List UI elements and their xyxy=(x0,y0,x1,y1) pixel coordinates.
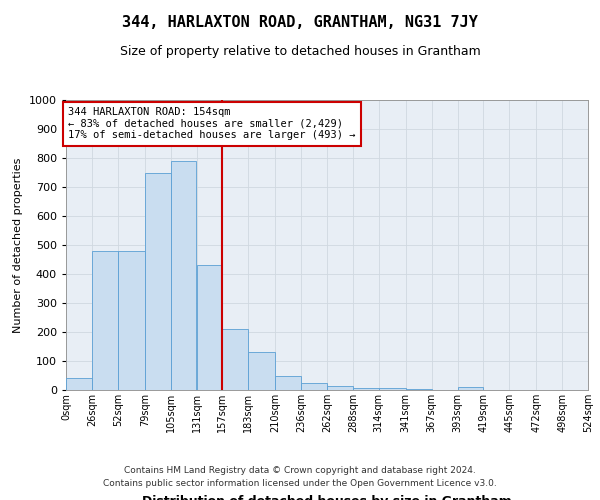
Bar xyxy=(248,352,275,390)
Bar xyxy=(327,386,353,390)
Bar xyxy=(92,251,118,390)
Bar xyxy=(275,376,301,390)
Bar xyxy=(379,388,406,390)
Bar xyxy=(223,329,248,390)
Bar xyxy=(197,266,223,390)
Text: 344, HARLAXTON ROAD, GRANTHAM, NG31 7JY: 344, HARLAXTON ROAD, GRANTHAM, NG31 7JY xyxy=(122,15,478,30)
Bar xyxy=(406,388,431,390)
Y-axis label: Number of detached properties: Number of detached properties xyxy=(13,158,23,332)
Bar xyxy=(66,378,92,390)
X-axis label: Distribution of detached houses by size in Grantham: Distribution of detached houses by size … xyxy=(142,494,512,500)
Text: Contains HM Land Registry data © Crown copyright and database right 2024.
Contai: Contains HM Land Registry data © Crown c… xyxy=(103,466,497,487)
Text: Size of property relative to detached houses in Grantham: Size of property relative to detached ho… xyxy=(119,45,481,58)
Bar xyxy=(118,251,145,390)
Bar xyxy=(301,383,327,390)
Bar xyxy=(170,161,196,390)
Bar xyxy=(458,387,484,390)
Bar xyxy=(145,172,170,390)
Bar xyxy=(353,388,379,390)
Text: 344 HARLAXTON ROAD: 154sqm
← 83% of detached houses are smaller (2,429)
17% of s: 344 HARLAXTON ROAD: 154sqm ← 83% of deta… xyxy=(68,108,355,140)
